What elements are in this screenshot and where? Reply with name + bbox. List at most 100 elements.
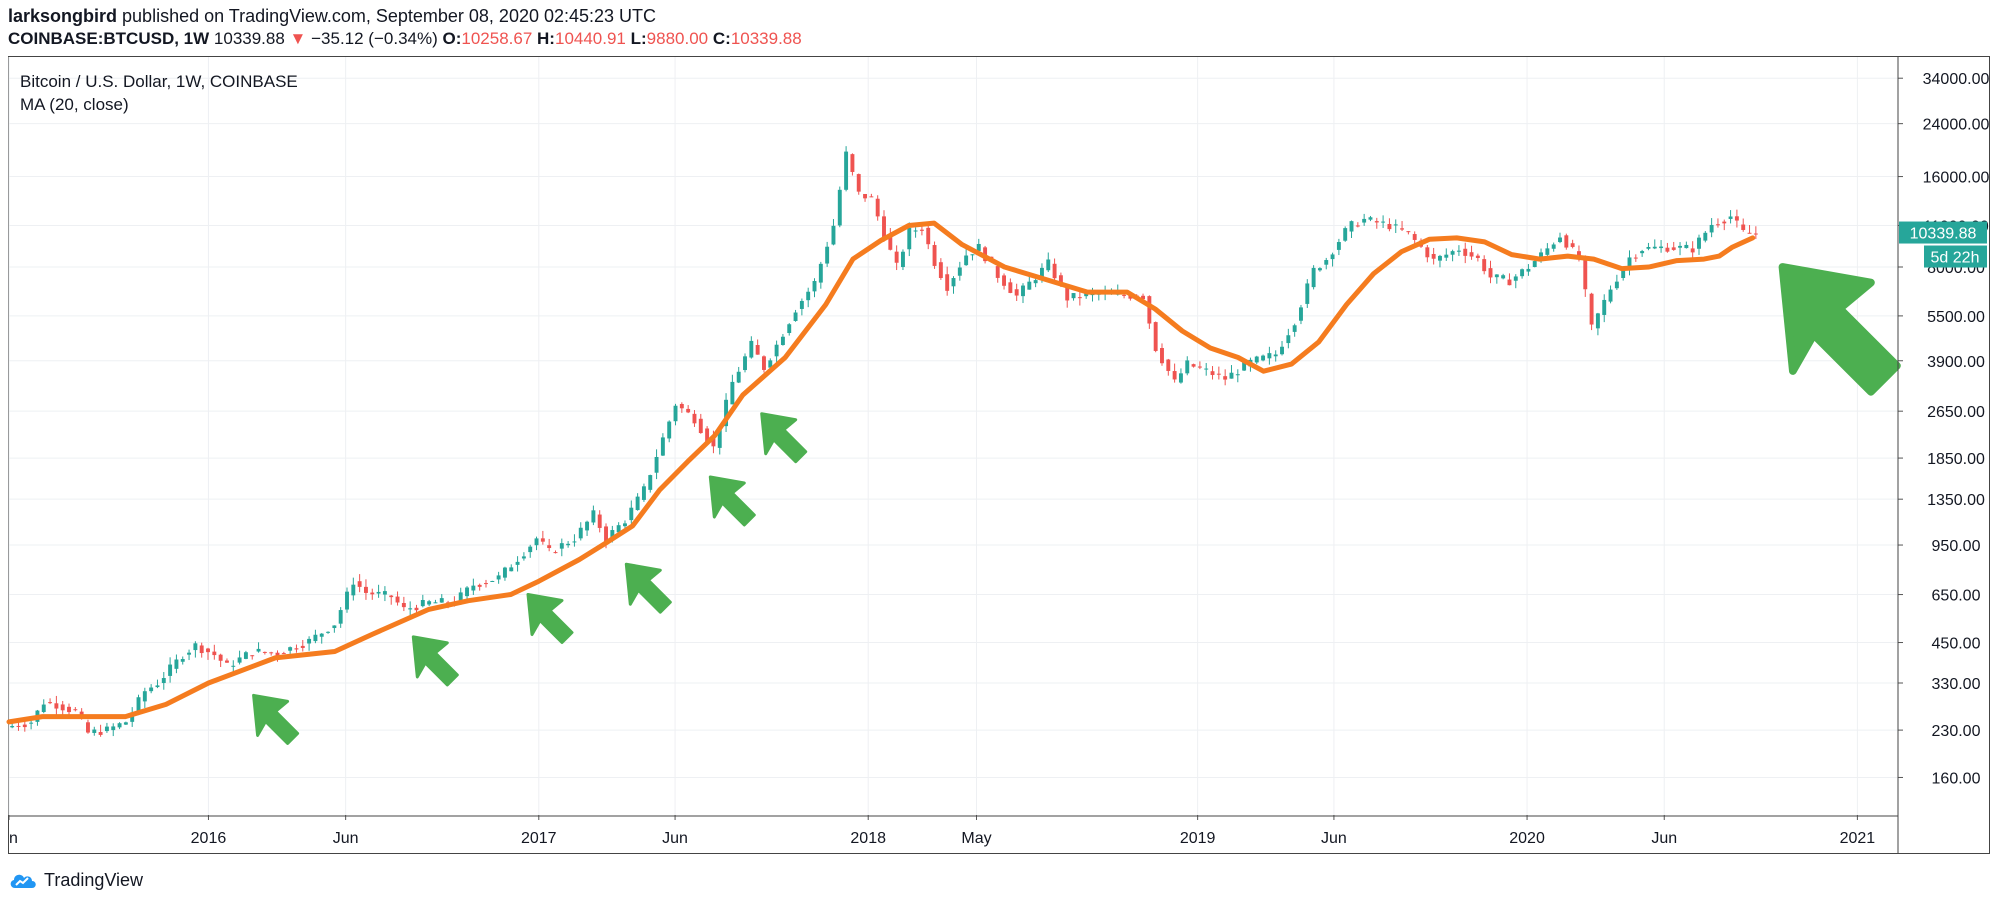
candle-body	[98, 732, 103, 735]
candle-body	[1513, 276, 1518, 281]
candle-body	[10, 726, 15, 728]
x-tick-label: Jun	[333, 830, 359, 847]
candle	[1469, 245, 1474, 260]
candle-body	[1551, 244, 1556, 249]
candle-body	[1545, 248, 1550, 255]
candle-body	[269, 652, 274, 654]
candle-body	[604, 526, 608, 542]
candle	[92, 726, 97, 736]
candle-body	[793, 312, 798, 321]
candle-body	[1741, 224, 1746, 230]
candle	[572, 534, 577, 547]
ohlc-line: COINBASE:BTCUSD, 1W 10339.88 ▼ −35.12 (−…	[8, 29, 802, 49]
candle	[294, 644, 299, 653]
cloud-icon	[10, 874, 36, 888]
candle	[1709, 218, 1714, 238]
candle	[256, 642, 261, 653]
candle-body	[679, 403, 684, 409]
large-arrow-icon	[1778, 263, 1901, 396]
candle-body	[1678, 245, 1682, 248]
candle-body	[882, 216, 886, 239]
candle	[351, 577, 356, 601]
candle-body	[370, 592, 375, 595]
candle-body	[1709, 224, 1714, 233]
candle	[117, 722, 122, 730]
candle	[547, 538, 552, 552]
candle	[307, 636, 312, 651]
candle-body	[1564, 235, 1569, 248]
candle	[269, 651, 274, 656]
candle-body	[1450, 251, 1455, 255]
candle-body	[48, 702, 53, 704]
candle	[1627, 250, 1632, 276]
candle-body	[1400, 228, 1405, 230]
candle-body	[1374, 221, 1379, 223]
candle	[1210, 366, 1215, 380]
candle-body	[736, 371, 741, 383]
candle-body	[1614, 281, 1619, 289]
y-tick-label: 3900.00	[1927, 354, 1985, 371]
candle-body	[256, 648, 261, 652]
candle-body	[926, 227, 931, 245]
candle	[806, 287, 811, 308]
candle	[300, 639, 305, 652]
candle-body	[319, 633, 324, 637]
candle-body	[288, 647, 293, 651]
candle-body	[1431, 253, 1436, 259]
candle	[1747, 225, 1752, 234]
candle	[149, 684, 154, 694]
candle	[1589, 292, 1594, 331]
chart-legend-title[interactable]: Bitcoin / U.S. Dollar, 1W, COINBASE	[20, 72, 298, 91]
candle	[1488, 260, 1493, 284]
publish-line: larksongbird published on TradingView.co…	[8, 6, 656, 27]
author-name[interactable]: larksongbird	[8, 6, 118, 26]
candle-body	[585, 521, 590, 531]
candle	[1558, 232, 1562, 244]
y-tick-label: 650.00	[1932, 588, 1981, 605]
candle-body	[427, 601, 432, 605]
candle-body	[490, 580, 495, 582]
symbol-label[interactable]: COINBASE:BTCUSD, 1W	[8, 29, 210, 48]
candle	[1002, 273, 1007, 290]
candle	[875, 195, 880, 221]
candle	[1450, 249, 1455, 262]
y-tick-label: 230.00	[1932, 723, 1981, 740]
candle-body	[837, 189, 842, 226]
candle	[1071, 293, 1076, 301]
candle-body	[1475, 255, 1480, 258]
candle-body	[1722, 221, 1727, 224]
candle	[1305, 279, 1310, 308]
candle	[812, 278, 817, 298]
candle-body	[67, 706, 71, 713]
candle-body	[749, 340, 754, 358]
candle-body	[1526, 268, 1531, 272]
candle-body	[345, 591, 349, 610]
candle	[420, 594, 425, 608]
candle	[926, 225, 931, 250]
candle	[686, 405, 691, 414]
candle-body	[591, 510, 596, 523]
candle-body	[117, 723, 122, 728]
candle-body	[199, 645, 204, 654]
candle-body	[502, 567, 507, 578]
candle-body	[540, 538, 545, 542]
candle-body	[932, 245, 937, 266]
candle-body	[1665, 247, 1670, 252]
candle	[850, 153, 855, 176]
high-value: 10440.91	[554, 29, 626, 48]
candle-body	[774, 344, 779, 357]
candle-body	[1482, 259, 1487, 272]
candle	[1728, 210, 1733, 224]
chart-legend-indicator[interactable]: MA (20, close)	[20, 95, 129, 114]
candle	[1513, 274, 1518, 289]
candle	[585, 520, 590, 536]
candle	[698, 413, 703, 434]
candle	[831, 219, 836, 246]
candle	[1223, 369, 1228, 386]
candle	[433, 599, 438, 604]
tradingview-logo[interactable]: TradingView	[8, 866, 143, 894]
candle	[1551, 242, 1556, 252]
candle	[629, 500, 634, 524]
candle-body	[850, 154, 855, 172]
